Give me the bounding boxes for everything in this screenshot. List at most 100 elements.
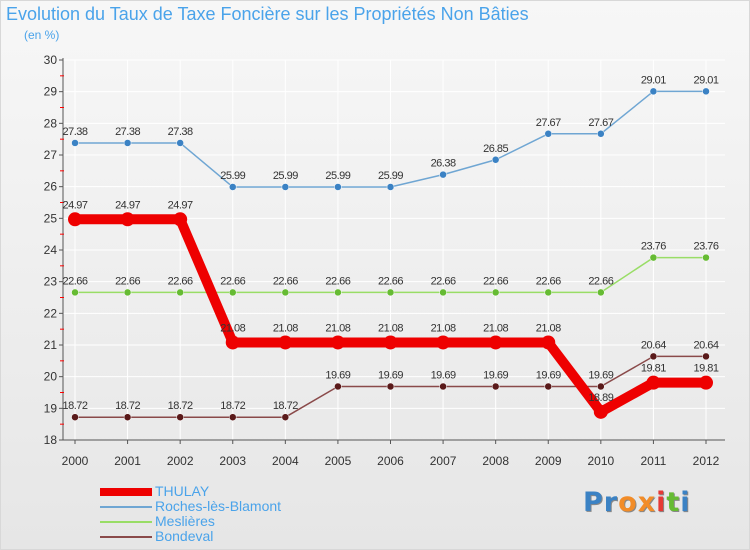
x-tick-label: 2009 [535,454,562,468]
legend-swatch [100,505,152,508]
data-label-thulay: 21.08 [483,322,508,334]
data-label-roches-l-s-blamont: 27.38 [115,126,140,138]
data-label-roches-l-s-blamont: 29.01 [641,74,666,86]
y-tick-label: 22 [44,306,58,320]
data-point-thulay [383,335,398,350]
logo-letter: P [583,487,604,518]
x-tick-label: 2008 [482,454,509,468]
data-point-roches-l-s-blamont [229,183,237,191]
y-tick-label: 18 [44,433,58,447]
y-tick-label: 25 [44,211,58,225]
logo-letter: r [603,487,619,518]
data-point-mesli-res [597,288,605,297]
data-label-thulay: 24.97 [168,199,193,211]
y-tick-label: 27 [44,148,58,162]
logo-letter: x [637,487,657,518]
x-tick-label: 2003 [219,454,246,468]
data-label-thulay: 21.08 [220,322,245,334]
data-point-bondeval [229,413,237,421]
legend-swatch [100,520,152,523]
data-point-thulay [278,335,293,350]
data-point-bondeval [71,413,79,421]
data-point-thulay [173,212,188,227]
data-label-mesli-res: 22.66 [62,275,87,287]
data-point-bondeval [649,352,658,361]
data-label-bondeval: 19.69 [588,369,613,381]
data-label-roches-l-s-blamont: 25.99 [220,170,245,182]
data-point-thulay [68,212,82,227]
data-label-roches-l-s-blamont: 25.99 [325,170,350,182]
data-point-mesli-res [229,288,237,297]
data-label-mesli-res: 22.66 [325,275,350,287]
data-point-bondeval [702,352,710,361]
x-tick-label: 2004 [272,454,299,468]
data-point-mesli-res [334,288,342,297]
data-point-thulay [646,375,661,390]
data-label-roches-l-s-blamont: 26.85 [483,143,508,155]
logo-letter: t [666,487,681,518]
data-label-thulay: 19.81 [693,363,718,375]
data-point-roches-l-s-blamont [123,139,132,147]
y-tick-label: 26 [44,180,58,194]
data-point-bondeval [439,382,447,391]
data-label-mesli-res: 22.66 [220,275,245,287]
y-tick-label: 21 [44,338,58,352]
data-label-roches-l-s-blamont: 26.38 [431,158,456,170]
data-label-mesli-res: 22.66 [378,275,403,287]
data-point-bondeval [597,382,605,391]
data-label-thulay: 21.08 [378,322,403,334]
data-point-bondeval [281,413,290,421]
data-label-bondeval: 19.69 [536,369,561,381]
data-label-mesli-res: 22.66 [431,275,456,287]
y-tick-label: 28 [44,116,58,130]
data-label-mesli-res: 22.66 [588,275,613,287]
legend-swatch [100,535,152,538]
data-point-roches-l-s-blamont [649,87,658,96]
data-point-bondeval [544,382,552,391]
data-label-mesli-res: 23.76 [693,241,718,253]
data-label-thulay: 21.08 [273,322,298,334]
x-tick-label: 2006 [377,454,404,468]
data-label-roches-l-s-blamont: 27.38 [62,126,87,138]
x-tick-label: 2012 [693,454,720,468]
data-point-thulay [225,335,240,350]
data-label-roches-l-s-blamont: 29.01 [693,74,718,86]
data-point-bondeval [123,413,132,421]
data-label-thulay: 18.89 [588,392,613,404]
data-label-bondeval: 20.64 [641,339,666,351]
data-point-bondeval [386,382,395,391]
data-label-thulay: 19.81 [641,363,666,375]
data-label-thulay: 21.08 [325,322,350,334]
data-label-bondeval: 19.69 [431,369,456,381]
data-label-mesli-res: 22.66 [273,275,298,287]
y-tick-label: 24 [44,243,58,257]
data-label-roches-l-s-blamont: 25.99 [378,170,403,182]
data-label-bondeval: 19.69 [483,369,508,381]
data-point-bondeval [491,382,500,391]
chart-title: Evolution du Taux de Taxe Foncière sur l… [6,4,529,24]
y-tick-label: 29 [44,85,58,99]
data-label-mesli-res: 22.66 [483,275,508,287]
data-label-thulay: 24.97 [62,199,87,211]
data-point-bondeval [176,413,184,421]
x-tick-label: 2011 [641,454,667,468]
y-tick-label: 23 [44,275,58,289]
x-tick-label: 2001 [114,454,141,468]
x-tick-label: 2002 [167,454,194,468]
legend-item: Meslières [100,514,281,529]
data-point-roches-l-s-blamont [281,183,290,191]
legend-label: Roches-lès-Blamont [155,498,282,514]
data-label-bondeval: 18.72 [62,400,87,412]
legend-item: Bondeval [100,529,281,544]
data-point-roches-l-s-blamont [597,130,605,138]
data-point-roches-l-s-blamont [334,183,342,191]
data-label-bondeval: 19.69 [378,369,403,381]
y-tick-label: 20 [44,370,58,384]
data-label-mesli-res: 23.76 [641,241,666,253]
data-label-mesli-res: 22.66 [168,275,193,287]
data-label-mesli-res: 22.66 [536,275,561,287]
data-label-bondeval: 18.72 [115,400,140,412]
data-point-roches-l-s-blamont [702,87,710,96]
data-label-bondeval: 18.72 [220,400,245,412]
